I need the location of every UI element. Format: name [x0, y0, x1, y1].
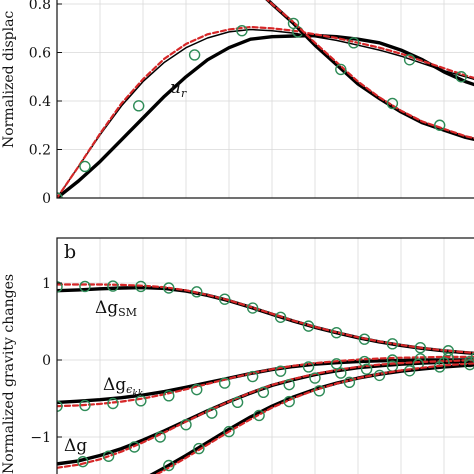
panel-b-frame [56, 237, 474, 474]
data-point-marker [309, 372, 321, 384]
data-point-marker [348, 37, 360, 49]
curve-label-dg: Δg [64, 436, 87, 456]
data-point-marker [107, 397, 119, 410]
data-point-marker [302, 361, 315, 373]
ytick-label: 0.4 [29, 94, 51, 110]
series-line-gSM-dashed [57, 283, 474, 354]
data-point-marker [386, 338, 399, 350]
series-line-gSM-thick [57, 285, 474, 355]
data-point-marker [464, 358, 474, 371]
series-line-ur-thick [57, 33, 474, 198]
panel-a-displacement: 0 0.2 0.4 0.6 0.8 Normalized displac ur [1, 0, 474, 207]
data-point-marker [246, 370, 259, 383]
panel-b-letter: b [64, 241, 76, 263]
data-point-marker [335, 63, 347, 76]
data-point-marker [386, 97, 399, 110]
data-point-marker [403, 54, 416, 66]
data-point-marker [79, 280, 91, 293]
ytick-label: 1 [42, 276, 51, 292]
data-point-marker [246, 302, 259, 314]
panel-a-series [57, 0, 474, 198]
data-point-marker [283, 378, 295, 391]
data-point-marker [330, 358, 343, 370]
data-point-marker [79, 399, 91, 412]
data-point-marker [287, 17, 300, 30]
data-point-marker [373, 369, 386, 382]
data-point-marker [191, 286, 203, 298]
data-point-marker [434, 361, 446, 373]
series-line-ur-thin [57, 28, 474, 198]
data-point-marker [218, 293, 231, 305]
data-point-marker [191, 383, 203, 396]
data-point-marker [128, 441, 141, 453]
data-point-marker [236, 24, 248, 37]
data-point-marker [218, 377, 231, 389]
data-point-marker [360, 363, 373, 375]
series-line-g-dashed [57, 359, 474, 469]
data-point-marker [442, 345, 454, 357]
curve-label-ur: ur [170, 78, 187, 100]
data-point-marker [135, 395, 147, 407]
panel-b-grid [57, 238, 474, 474]
ytick-label: 0.8 [29, 0, 51, 13]
data-point-marker [132, 100, 145, 112]
data-point-marker [154, 431, 166, 443]
ytick-label: 0.2 [29, 143, 51, 159]
panel-b-series [57, 280, 474, 474]
data-point-marker [455, 71, 467, 83]
data-point-marker [302, 320, 315, 332]
data-point-marker [274, 311, 287, 323]
data-point-marker [180, 418, 192, 431]
data-point-marker [414, 341, 427, 354]
data-point-marker [193, 442, 205, 455]
data-point-marker [274, 365, 287, 377]
data-point-marker [79, 160, 91, 173]
data-point-marker [102, 450, 115, 462]
data-point-marker [343, 376, 356, 389]
data-point-marker [163, 282, 175, 294]
data-point-marker [313, 385, 325, 397]
curve-label-dg-ekk: Δgϵkk [103, 375, 143, 399]
data-point-marker [107, 280, 119, 292]
data-point-marker [257, 386, 270, 399]
data-point-marker [223, 425, 235, 438]
data-point-marker [135, 280, 147, 293]
panel-b-gravity: 1 0 −1 Normalized gravity changes b ΔgSM Δ… [1, 237, 474, 474]
panel-a-frame [56, 0, 474, 199]
curve-label-dg-sm: ΔgSM [95, 298, 137, 319]
data-point-marker [163, 390, 175, 402]
data-point-marker [434, 119, 446, 131]
data-point-marker [283, 395, 295, 408]
data-point-marker [335, 367, 347, 379]
data-point-marker [188, 49, 201, 61]
data-point-marker [77, 455, 89, 468]
panel-b-ylabel: Normalized gravity changes [1, 274, 17, 474]
data-point-marker [163, 459, 175, 472]
data-point-marker [403, 365, 416, 377]
data-point-marker [231, 396, 244, 409]
data-point-marker [57, 400, 63, 412]
ytick-label: 0 [42, 353, 51, 369]
data-point-marker [253, 409, 265, 422]
panel-b-yticks: 1 0 −1 [30, 276, 62, 446]
ytick-label: −1 [30, 430, 51, 446]
data-point-marker [57, 281, 63, 293]
panel-a-ylabel: Normalized displac [1, 11, 17, 148]
data-point-marker [470, 352, 474, 363]
data-point-marker [358, 333, 371, 345]
panel-a-yticks: 0 0.2 0.4 0.6 0.8 [29, 0, 62, 207]
data-point-marker [206, 407, 218, 419]
data-point-marker [330, 326, 343, 339]
ytick-label: 0 [42, 191, 51, 207]
ytick-label: 0.6 [29, 46, 51, 62]
series-line-ur-dashed [57, 25, 474, 198]
